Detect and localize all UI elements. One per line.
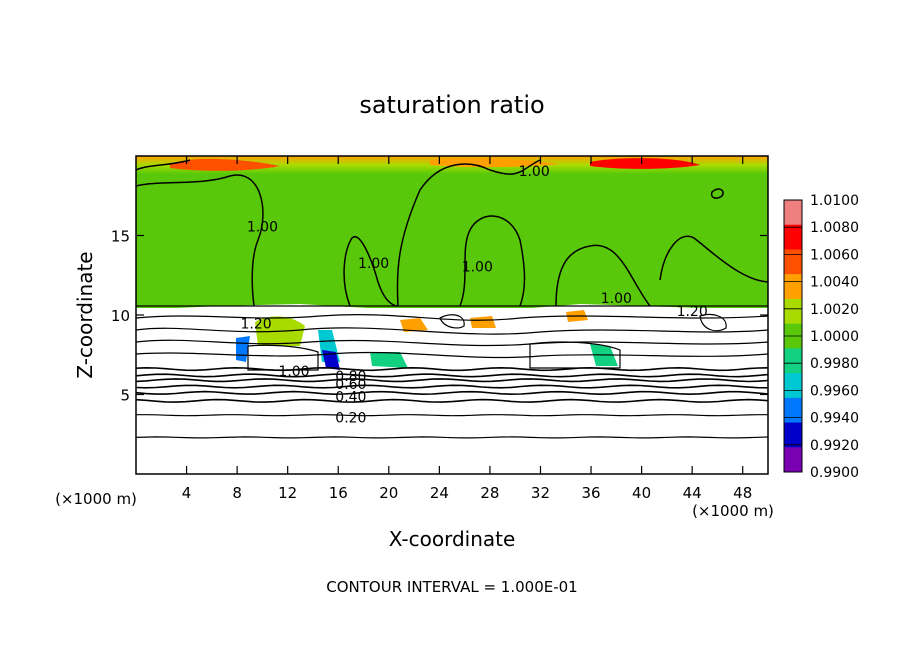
colorbar-label: 1.0020 [810,302,859,318]
contour-line [136,366,768,372]
colorbar-segment [784,200,802,226]
x-scale-note: (×1000 m) [692,502,774,520]
colorbar-segment [784,348,802,374]
contour-label: 1.00 [358,256,389,272]
contour-label: 1.20 [240,317,271,333]
colorbar-label: 0.9920 [810,438,859,454]
moist-pocket [470,316,496,328]
upper-1.00-contours [136,159,768,307]
colorbar: 1.0100 1.0080 1.0060 1.0040 1.0020 1.0000 0.99… [783,193,859,481]
x-tick-label: 12 [278,484,297,502]
contour-label: 1.00 [278,364,309,380]
contour-line [136,436,768,439]
supersaturation-patch [430,157,560,168]
x-tick-label: 48 [733,484,752,502]
colorbar-label: 1.0040 [810,275,859,291]
dry-pocket [322,350,340,370]
x-tick-label: 24 [430,484,449,502]
contour-interval-note: CONTOUR INTERVAL = 1.000E-01 [326,578,577,596]
y-scale-note: (×1000 m) [55,490,137,508]
colorbar-label: 0.9900 [810,465,859,481]
moist-pocket [400,318,428,332]
colorbar-label: 0.9960 [810,383,859,399]
contour-label: 0.60 [335,377,366,393]
contour-label: 1.20 [677,304,708,320]
colorbar-segment [784,422,802,448]
y-tick-label: 15 [111,228,130,246]
x-tick-label: 44 [683,484,702,502]
contour-label: 1.00 [601,291,632,307]
y-axis-label: Z-coordinate [73,251,97,378]
moist-pocket [370,352,408,368]
x-tick-label: 40 [632,484,651,502]
colorbar-label: 0.9980 [810,356,859,372]
cloud-layer-contours [136,305,768,371]
y-tick-label: 10 [111,307,130,325]
colorbar-label: 1.0100 [810,193,859,209]
supersaturation-patch [590,158,700,169]
contour-label: 0.40 [335,390,366,406]
contour-lines [136,366,768,439]
colorbar-label: 1.0000 [810,329,859,345]
colorbar-segment [784,274,802,300]
y-axis: 5 10 15 [111,228,768,405]
x-tick-label: 16 [329,484,348,502]
x-tick-label: 20 [379,484,398,502]
colorbar-segment [784,373,802,399]
contour-label: 1.00 [247,220,278,236]
y-tick-label: 5 [120,387,130,405]
contour-labels: 1.00 1.00 1.00 1.00 1.00 1.20 1.20 1.00 0.800.60… [240,164,708,426]
contour-line [136,373,768,378]
colorbar-segment [784,397,802,424]
plot-area [136,156,768,474]
x-tick-label: 32 [531,484,550,502]
contour-line [136,398,768,403]
chart-title: saturation ratio [359,91,544,119]
subsaturated-region [136,304,768,474]
contour-line [136,378,768,383]
contour-line [136,384,768,389]
colorbar-label: 1.0060 [810,247,859,263]
x-tick-label: 8 [232,484,242,502]
x-axis: 4 8 12 16 20 24 28 32 36 40 44 48 [182,156,752,502]
contour-label: 1.00 [462,259,493,275]
colorbar-segment [784,249,802,275]
green-field [136,156,768,308]
contour-line [136,414,768,417]
supersaturation-patch [170,158,280,171]
contour-label: 1.00 [519,164,550,180]
colorbar-label: 1.0080 [810,220,859,236]
x-tick-label: 28 [480,484,499,502]
colorbar-segment [784,447,802,473]
contour-label: 0.20 [335,410,366,426]
x-tick-label: 36 [581,484,600,502]
x-tick-label: 4 [182,484,192,502]
contour-label: 0.80 [335,369,366,385]
colorbar-segment [784,298,802,325]
colorbar-segment [784,224,802,250]
colorbar-label: 0.9940 [810,411,859,427]
x-axis-label: X-coordinate [389,527,516,551]
contour-line [136,390,768,396]
